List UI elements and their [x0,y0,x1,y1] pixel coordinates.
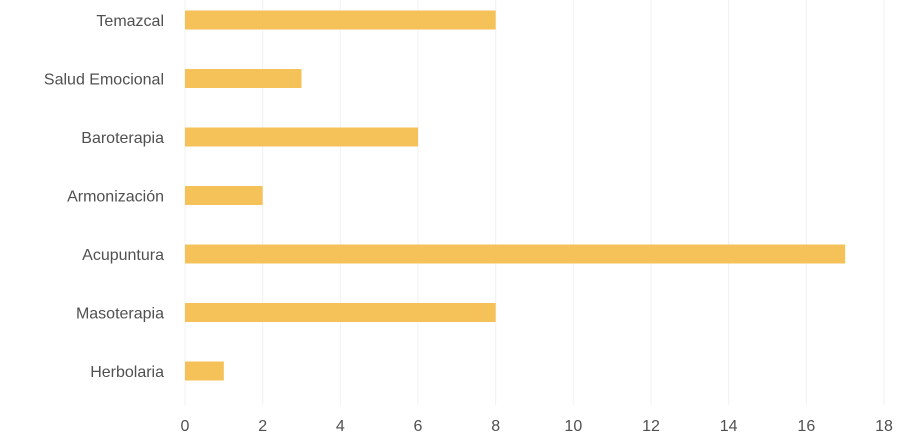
x-tick-label: 14 [720,418,738,435]
gridlines [184,0,885,405]
bar [185,69,302,88]
x-tick-label: 10 [564,418,582,435]
category-label: Baroterapia [81,130,164,147]
category-label: Armonización [67,189,164,206]
bar [185,303,496,322]
bar [185,244,846,264]
x-tick-label: 18 [875,418,893,435]
bar [185,361,224,381]
x-tick-label: 8 [491,418,500,435]
x-tick-label: 12 [642,418,660,435]
bar [185,127,418,147]
category-labels: Temazcal Salud Emocional Baroterapia Armoni… [44,13,164,381]
category-label: Masoterapia [76,306,164,323]
bar [185,10,496,30]
category-label: Acupuntura [82,247,164,264]
x-tick-label: 0 [181,418,190,435]
bars [185,10,846,381]
category-label: Salud Emocional [44,72,164,89]
x-tick-label: 4 [336,418,345,435]
category-label: Herbolaria [90,364,164,381]
x-axis-tick-labels: 0 2 4 6 8 10 12 14 16 18 [181,418,893,435]
category-label: Temazcal [96,13,164,30]
bar [185,186,263,205]
x-tick-label: 6 [414,418,423,435]
x-tick-label: 16 [797,418,815,435]
x-tick-label: 2 [258,418,267,435]
